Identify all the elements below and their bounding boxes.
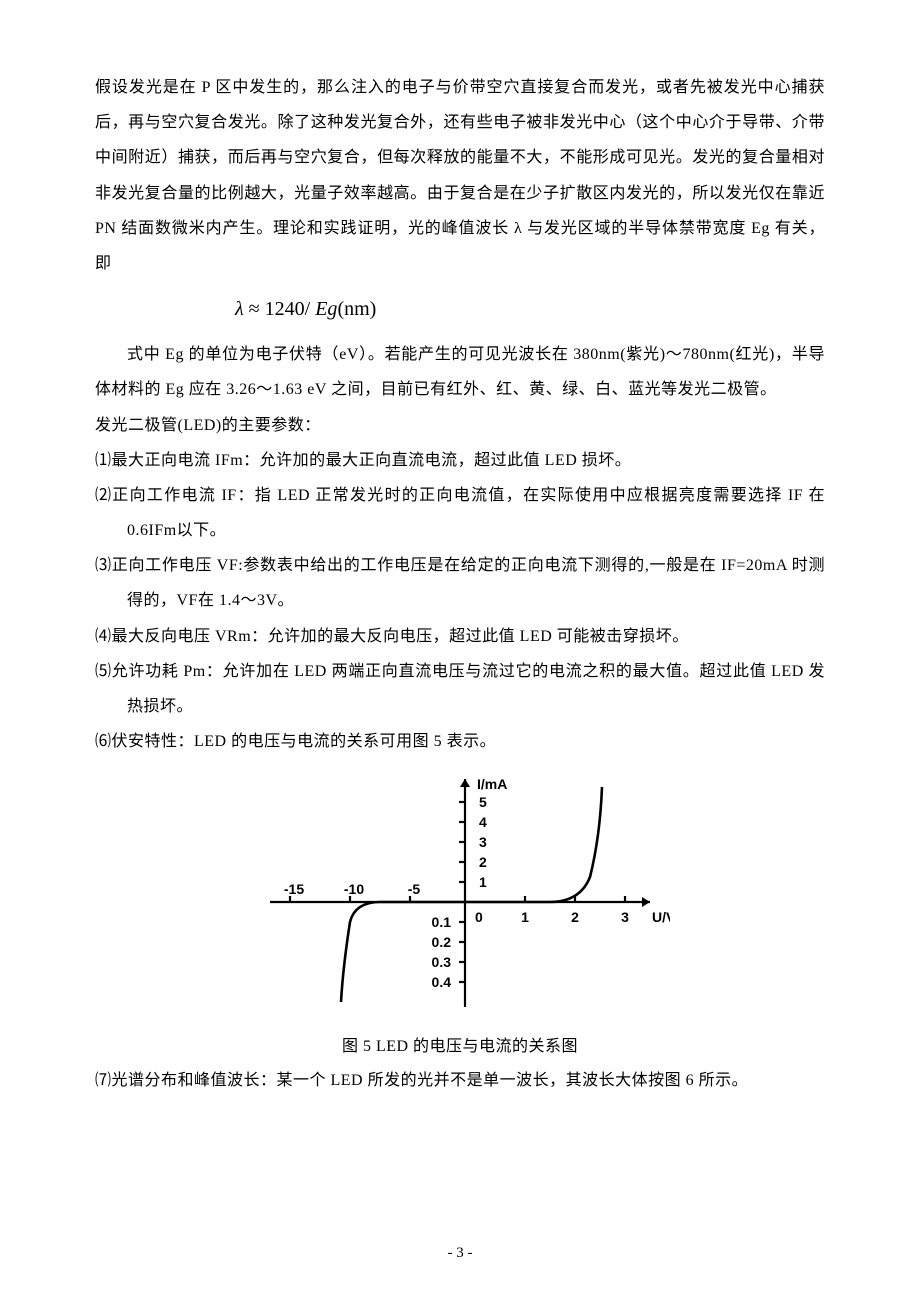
svg-text:5: 5 [479, 794, 487, 810]
svg-text:-10: -10 [344, 881, 364, 897]
svg-text:0.3: 0.3 [432, 954, 452, 970]
paragraph-1: 假设发光是在 P 区中发生的，那么注入的电子与价带空穴直接复合而发光，或者先被发… [95, 70, 825, 281]
svg-text:0.4: 0.4 [432, 974, 452, 990]
iv-chart-container: I/mA U/V -15 -10 -5 0 1 2 3 1 2 3 4 5 0.1 0.2 0.3 0.4 [95, 767, 825, 1027]
formula-eg: Eg [315, 298, 337, 320]
svg-text:3: 3 [621, 909, 629, 925]
list-item-5: ⑸允许功耗 Pm：允许加在 LED 两端正向直流电压与流过它的电流之积的最大值。… [95, 654, 825, 724]
formula-approx: ≈ [249, 298, 260, 320]
svg-text:2: 2 [571, 909, 579, 925]
formula-unit: (nm) [337, 298, 376, 320]
svg-text:4: 4 [479, 814, 487, 830]
svg-text:2: 2 [479, 854, 487, 870]
formula-lambda: λ [235, 298, 244, 320]
page-number: - 3 - [0, 1237, 920, 1270]
svg-text:-5: -5 [408, 881, 421, 897]
svg-text:3: 3 [479, 834, 487, 850]
list-item-4: ⑷最大反向电压 VRm：允许加的最大反向电压，超过此值 LED 可能被击穿损坏。 [95, 619, 825, 654]
list-item-6: ⑹伏安特性：LED 的电压与电流的关系可用图 5 表示。 [95, 724, 825, 759]
paragraph-2a: 式中 Eg 的单位为电子伏特（eV）。若能产生的可见光波长在 380nm(紫光)… [95, 337, 825, 407]
figure-5-caption: 图 5 LED 的电压与电流的关系图 [95, 1031, 825, 1063]
svg-text:0: 0 [475, 909, 483, 925]
svg-text:1: 1 [479, 874, 487, 890]
paragraph-2b: 发光二极管(LED)的主要参数： [95, 408, 825, 443]
svg-text:0.1: 0.1 [432, 914, 452, 930]
svg-text:I/mA: I/mA [477, 776, 507, 792]
list-item-2: ⑵正向工作电流 IF：指 LED 正常发光时的正向电流值，在实际使用中应根据亮度… [95, 478, 825, 548]
svg-text:-15: -15 [284, 881, 304, 897]
svg-text:1: 1 [521, 909, 529, 925]
list-item-1: ⑴最大正向电流 IFm：允许加的最大正向直流电流，超过此值 LED 损坏。 [95, 443, 825, 478]
formula-slash: / [305, 298, 311, 320]
svg-text:0.2: 0.2 [432, 934, 452, 950]
iv-chart: I/mA U/V -15 -10 -5 0 1 2 3 1 2 3 4 5 0.1 0.2 0.3 0.4 [250, 767, 670, 1027]
list-item-7: ⑺光谱分布和峰值波长：某一个 LED 所发的光并不是单一波长，其波长大体按图 6… [95, 1063, 825, 1098]
formula-num: 1240 [265, 298, 305, 320]
formula-wavelength: λ ≈ 1240/ Eg(nm) [95, 291, 825, 327]
list-item-3: ⑶正向工作电压 VF:参数表中给出的工作电压是在给定的正向电流下测得的,一般是在… [95, 548, 825, 618]
svg-text:U/V: U/V [652, 909, 670, 925]
